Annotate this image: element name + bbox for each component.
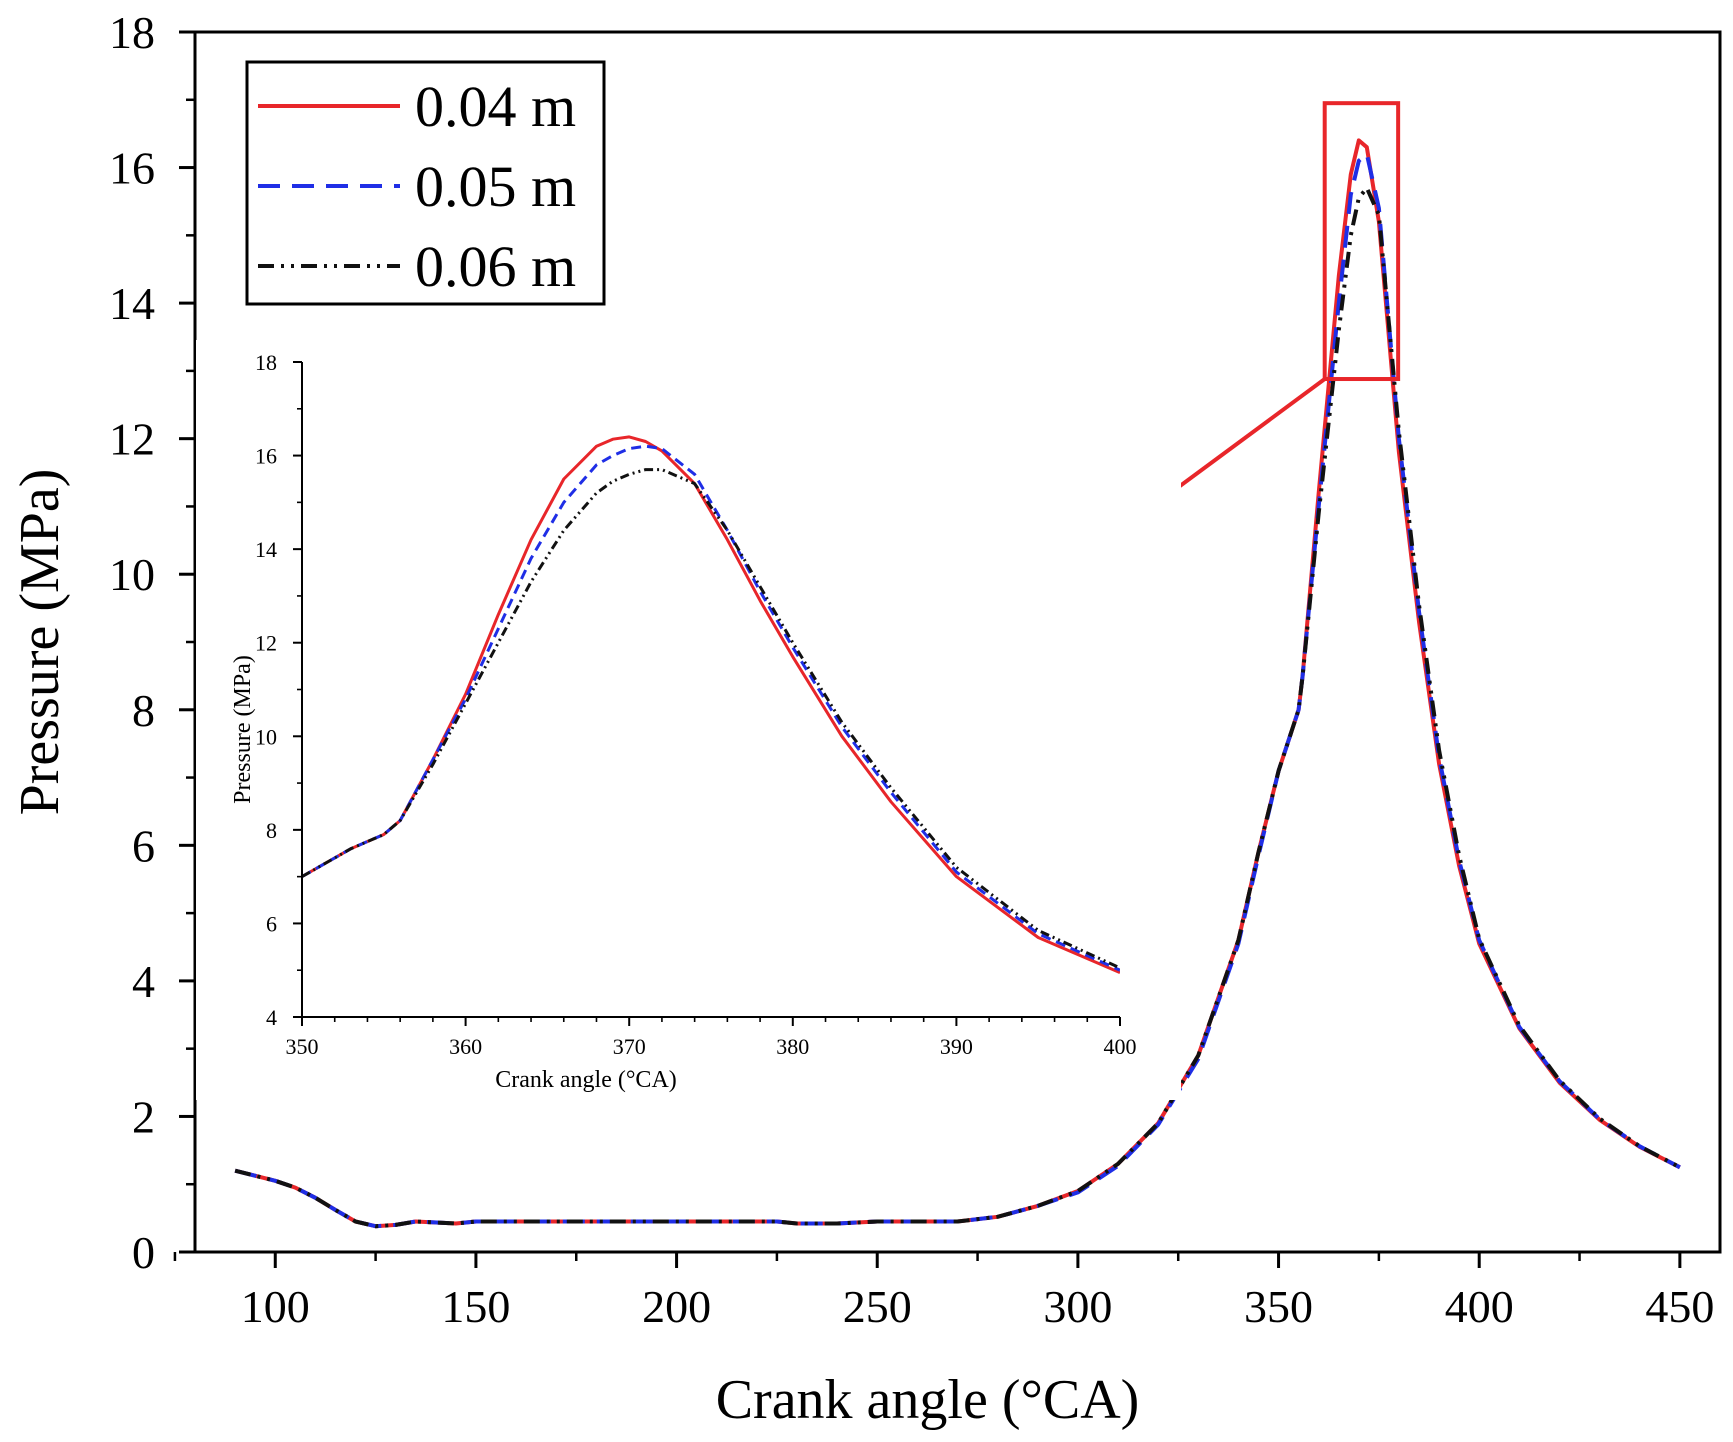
inset-y-tick-label: 16: [255, 444, 277, 469]
x-tick-label: 450: [1645, 1281, 1714, 1332]
x-axis-title: Crank angle (°CA): [716, 1369, 1140, 1431]
x-tick-label: 300: [1043, 1281, 1112, 1332]
inset-x-tick-label: 400: [1104, 1034, 1137, 1059]
x-tick-label: 400: [1445, 1281, 1514, 1332]
inset-y-tick-label: 14: [255, 537, 277, 562]
legend-box: [245, 60, 606, 306]
y-axis-title: Pressure (MPa): [9, 469, 71, 816]
x-tick-label: 250: [843, 1281, 912, 1332]
x-tick-label: 200: [642, 1281, 711, 1332]
inset-y-tick-label: 4: [266, 1005, 277, 1030]
inset-series-line-0-04-m: [302, 435, 1120, 974]
inset-x-tick-label: 370: [613, 1034, 646, 1059]
legend-label: 0.04 m: [415, 74, 576, 139]
y-tick-label: 4: [132, 956, 155, 1007]
inset-x-tick-label: 390: [940, 1034, 973, 1059]
y-tick-label: 2: [132, 1091, 155, 1142]
y-tick-label: 16: [109, 143, 155, 194]
y-tick-label: 12: [109, 414, 155, 465]
inset-x-tick-label: 350: [286, 1034, 319, 1059]
inset-x-tick-label: 380: [776, 1034, 809, 1059]
zoom-box: [1322, 101, 1401, 382]
legend-label: 0.06 m: [415, 234, 576, 299]
y-tick-label: 14: [109, 278, 155, 329]
inset-background: [196, 340, 1181, 1100]
y-tick-label: 0: [132, 1227, 155, 1278]
inset-x-axis-title: Crank angle (°CA): [495, 1067, 677, 1093]
y-tick-label: 18: [109, 7, 155, 58]
inset-y-tick-label: 10: [255, 724, 277, 749]
y-tick-label: 6: [132, 820, 155, 871]
inset-series-group: [302, 435, 1120, 974]
inset-y-tick-label: 8: [266, 818, 277, 843]
inset-y-axis-title: Pressure (MPa): [230, 655, 256, 804]
inset-x-tick-label: 360: [449, 1034, 482, 1059]
inset-y-tick-label: 18: [255, 350, 277, 375]
inset-y-tick-label: 12: [255, 631, 277, 656]
y-tick-label: 8: [132, 685, 155, 736]
legend-label: 0.05 m: [415, 154, 576, 219]
inset-y-tick-label: 6: [266, 911, 277, 936]
x-tick-label: 150: [441, 1281, 510, 1332]
y-tick-label: 10: [109, 549, 155, 600]
x-tick-label: 350: [1244, 1281, 1313, 1332]
inset-series-line-0-05-m: [302, 444, 1120, 972]
inset-series-line-0-06-m: [302, 468, 1120, 970]
x-tick-label: 100: [241, 1281, 310, 1332]
